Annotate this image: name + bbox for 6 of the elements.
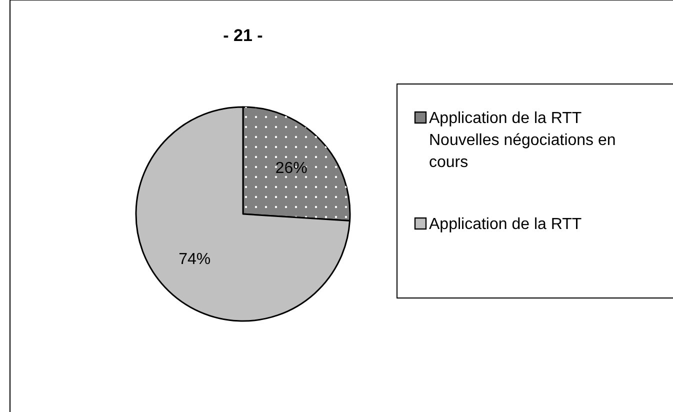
chart-title: - 21 -	[223, 26, 263, 45]
data-label: 74%	[178, 250, 211, 268]
data-label: 26%	[275, 160, 308, 178]
legend-label: Application de la RTT Nouvelles négociations en cours	[429, 110, 616, 170]
legend-label: Application de la RTT	[429, 216, 582, 232]
pie-slice	[135, 106, 351, 322]
